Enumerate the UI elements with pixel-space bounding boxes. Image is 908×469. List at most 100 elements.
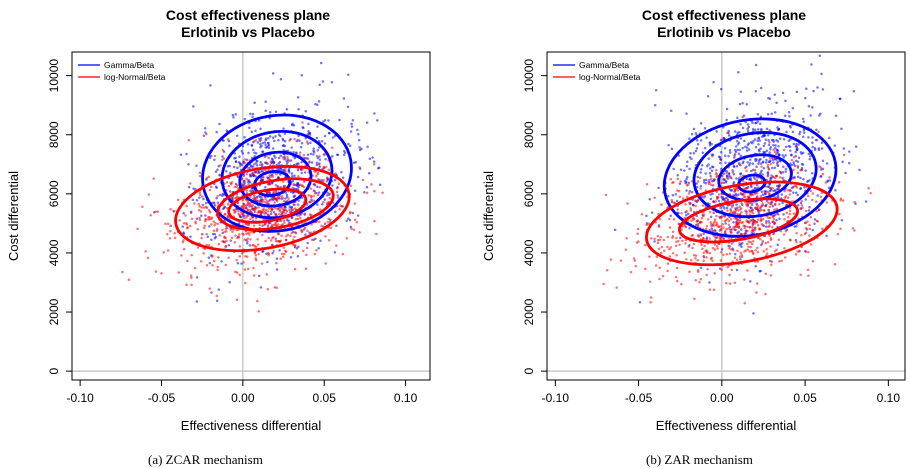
scatter-point: [727, 134, 731, 137]
scatter-point: [779, 160, 782, 163]
scatter-point: [333, 178, 337, 182]
scatter-point: [274, 183, 278, 187]
scatter-point: [820, 168, 823, 171]
scatter-point: [248, 244, 252, 247]
scatter-point: [686, 160, 689, 163]
scatter-point: [231, 113, 235, 117]
scatter-point: [788, 188, 792, 192]
scatter-point: [222, 139, 225, 142]
contour-lognormal-beta-1: [645, 180, 839, 267]
scatter-point: [255, 152, 258, 155]
scatter-point: [302, 185, 306, 189]
scatter-point: [752, 139, 755, 143]
scatter-point: [278, 209, 282, 213]
chart-subtitle: Erlotinib vs Placebo: [181, 24, 315, 40]
scatter-point: [278, 240, 281, 243]
scatter-point: [739, 90, 743, 94]
scatter-point: [205, 206, 209, 210]
scatter-point: [754, 145, 758, 149]
scatter-point: [348, 144, 352, 147]
scatter-point: [249, 217, 252, 221]
scatter-point: [808, 227, 812, 231]
scatter-point: [287, 197, 290, 200]
scatter-point: [296, 181, 300, 185]
scatter-point: [202, 134, 206, 137]
scatter-point: [221, 148, 225, 152]
scatter-point: [365, 191, 369, 195]
scatter-point: [310, 231, 313, 234]
scatter-point: [758, 209, 762, 213]
scatter-point: [238, 273, 241, 277]
scatter-point: [223, 236, 226, 240]
scatter-point: [737, 177, 741, 180]
scatter-point: [609, 258, 613, 261]
scatter-point: [149, 214, 152, 217]
scatter-point: [213, 233, 217, 236]
scatter-point: [213, 224, 216, 227]
scatter-point: [750, 192, 754, 196]
scatter-point: [759, 194, 763, 198]
scatter-point: [243, 207, 247, 210]
scatter-point: [316, 156, 319, 160]
scatter-point: [743, 226, 746, 230]
scatter-point: [215, 197, 218, 200]
scatter-point: [787, 111, 791, 114]
scatter-point: [720, 268, 724, 271]
scatter-point: [808, 223, 811, 227]
scatter-point: [761, 223, 765, 227]
x-tick-label: 0.05: [793, 391, 817, 405]
scatter-point: [719, 206, 722, 210]
scatter-point: [291, 215, 294, 219]
scatter-point: [763, 142, 767, 145]
scatter-point: [820, 141, 824, 144]
scatter-point: [820, 174, 823, 178]
scatter-point: [633, 259, 637, 262]
scatter-point: [248, 180, 252, 184]
scatter-point: [758, 122, 762, 126]
scatter-point: [680, 211, 683, 215]
x-tick-label: -0.05: [148, 391, 176, 405]
scatter-point: [858, 168, 861, 172]
scatter-point: [852, 89, 856, 93]
scatter-point: [825, 234, 828, 237]
scatter-point: [698, 280, 701, 284]
scatter-point: [191, 198, 195, 202]
scatter-point: [727, 172, 731, 176]
scatter-point: [735, 221, 738, 224]
scatter-point: [769, 263, 773, 266]
scatter-point: [265, 273, 269, 276]
scatter-point: [788, 193, 792, 196]
scatter-point: [772, 148, 775, 152]
scatter-point: [767, 168, 771, 171]
scatter-point: [252, 148, 255, 151]
scatter-point: [853, 200, 856, 204]
scatter-point: [776, 149, 779, 152]
scatter-point: [699, 171, 702, 174]
scatter-point: [801, 163, 805, 166]
scatter-point: [210, 291, 213, 294]
scatter-point: [640, 213, 644, 216]
scatter-point: [708, 210, 712, 214]
scatter-point: [719, 158, 722, 161]
scatter-point: [744, 201, 747, 204]
chart-title: Cost effectiveness plane: [166, 7, 330, 23]
scatter-point: [213, 154, 217, 158]
scatter-point: [351, 211, 355, 215]
scatter-point: [743, 139, 746, 143]
scatter-point: [799, 187, 803, 190]
scatter-point: [341, 252, 345, 256]
scatter-point: [280, 234, 283, 238]
scatter-point: [807, 274, 810, 278]
scatter-point: [243, 117, 247, 121]
scatter-point: [264, 169, 267, 172]
scatter-point: [303, 180, 306, 183]
scatter-point: [815, 219, 819, 223]
scatter-point: [796, 164, 800, 168]
scatter-point: [308, 231, 311, 235]
scatter-point: [730, 268, 734, 272]
scatter-point: [263, 141, 267, 144]
legend-label: Gamma/Beta: [579, 60, 629, 70]
scatter-point: [279, 219, 283, 222]
scatter-point: [764, 204, 767, 207]
scatter-point: [702, 213, 706, 216]
